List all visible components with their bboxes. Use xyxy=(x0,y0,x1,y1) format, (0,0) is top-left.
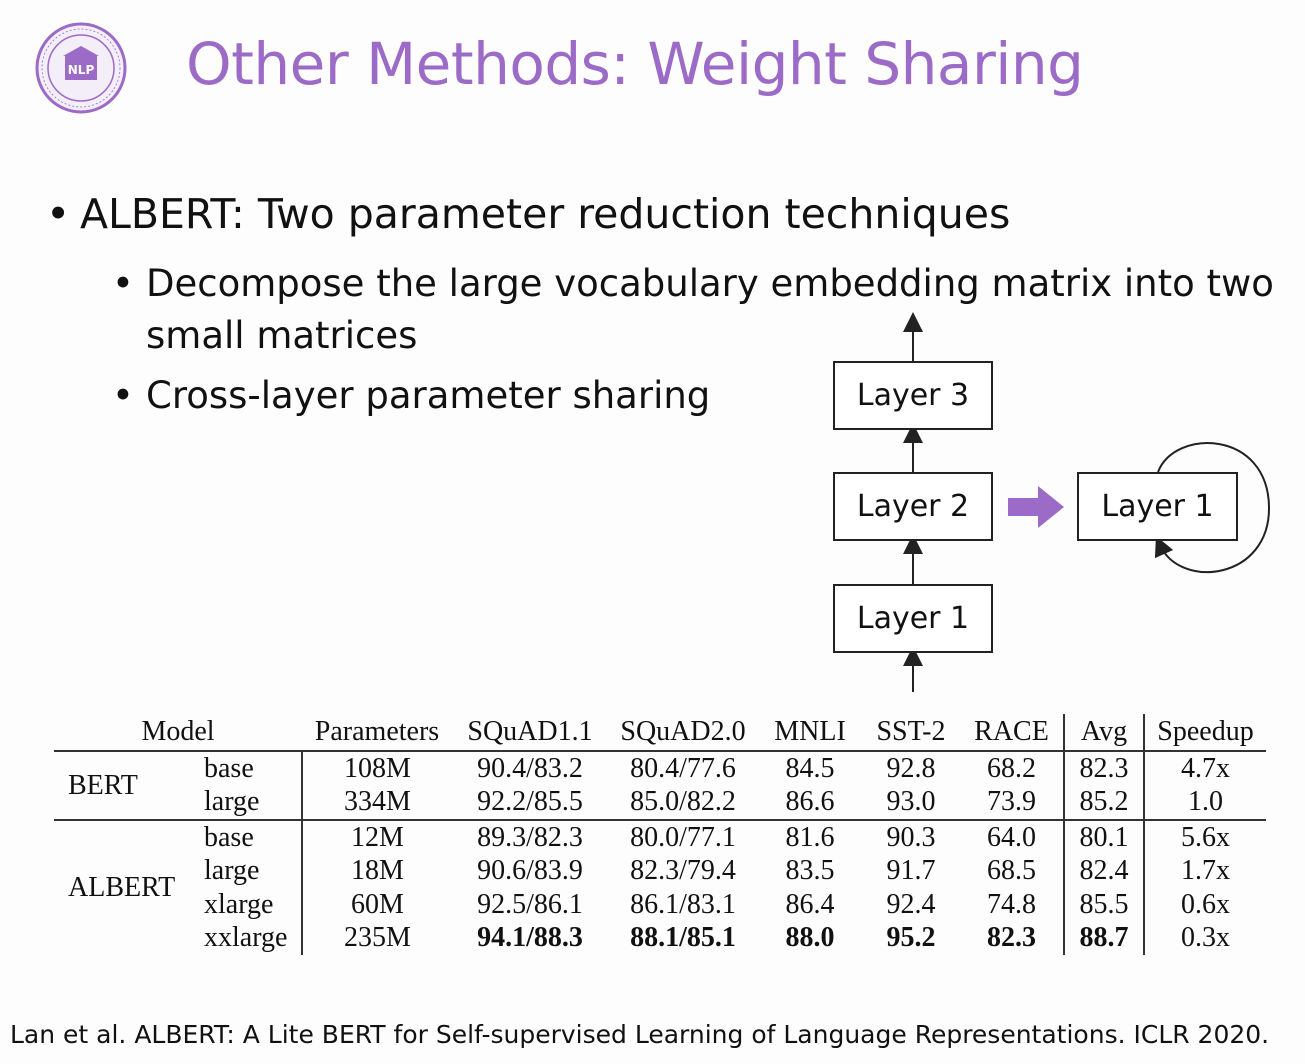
cell-speedup: 0.6x xyxy=(1181,888,1230,920)
cell-sst2: 90.3 xyxy=(862,819,960,855)
header-model: Model xyxy=(54,714,302,752)
bullet-marker: • xyxy=(112,374,134,417)
cell-sst2: 91.7 xyxy=(886,855,936,887)
header-squad20: SQuAD2.0 xyxy=(608,714,758,752)
cell-speedup: 4.7x xyxy=(1181,752,1230,784)
table-row: large 18M 90.6/83.9 82.3/79.4 83.5 91.7 … xyxy=(54,854,1266,888)
sub-bullet-1: • Decompose the large vocabulary embeddin… xyxy=(112,258,1274,362)
cell-race: 73.9 xyxy=(960,785,1065,820)
table-header-row: Model Parameters SQuAD1.1 SQuAD2.0 MNLI … xyxy=(54,714,1266,752)
group-label-albert: ALBERT xyxy=(54,819,204,955)
cell-squad11: 90.6/83.9 xyxy=(477,855,583,887)
sub-bullet-2: • Cross-layer parameter sharing xyxy=(112,370,710,422)
sub-bullet-1-line-1: Decompose the large vocabulary embedding… xyxy=(146,262,1274,305)
cell-size: base xyxy=(204,819,303,855)
cell-squad20: 88.1/85.1 xyxy=(630,922,736,954)
header-sst2: SST-2 xyxy=(862,714,960,752)
shared-layer-1-box: Layer 1 xyxy=(1077,472,1238,541)
cell-squad20: 80.0/77.1 xyxy=(608,819,758,855)
page-title: Other Methods: Weight Sharing xyxy=(186,30,1084,98)
cell-speedup: 1.0 xyxy=(1188,786,1223,818)
cell-avg: 85.2 xyxy=(1064,785,1145,820)
cell-params: 18M xyxy=(351,855,404,887)
cell-squad20: 80.4/77.6 xyxy=(630,752,736,784)
cell-squad11: 94.1/88.3 xyxy=(477,922,583,954)
sub-bullet-1-line-2: small matrices xyxy=(146,314,418,357)
cell-race: 74.8 xyxy=(960,888,1065,922)
table-row-best: xxlarge 235M 94.1/88.3 88.1/85.1 88.0 95… xyxy=(54,921,1266,955)
cell-speedup: 0.3x xyxy=(1181,922,1230,954)
cell-squad20: 86.1/83.1 xyxy=(630,888,736,920)
cell-sst2: 92.8 xyxy=(886,752,936,784)
cell-params: 12M xyxy=(302,819,452,855)
header-parameters: Parameters xyxy=(302,714,452,752)
table-row: large 334M 92.2/85.5 85.0/82.2 86.6 93.0… xyxy=(54,785,1266,820)
main-bullet: • ALBERT: Two parameter reduction techniq… xyxy=(46,190,1010,238)
cell-speedup: 5.6x xyxy=(1144,819,1266,855)
bullet-marker: • xyxy=(112,262,134,305)
cell-sst2: 93.0 xyxy=(886,786,936,818)
layer-2-box: Layer 2 xyxy=(833,472,993,541)
sub-bullet-1-text: Decompose the large vocabulary embedding… xyxy=(146,258,1274,362)
cell-params: 60M xyxy=(351,888,404,920)
shared-layer-loop-arrow xyxy=(1154,442,1271,574)
cell-race: 64.0 xyxy=(960,819,1065,855)
cell-params: 235M xyxy=(344,922,411,954)
cell-mnli: 88.0 xyxy=(785,922,835,954)
cell-squad11: 92.2/85.5 xyxy=(477,786,583,818)
cell-speedup: 1.7x xyxy=(1181,855,1230,887)
results-table: Model Parameters SQuAD1.1 SQuAD2.0 MNLI … xyxy=(54,714,1266,955)
main-bullet-text: ALBERT: Two parameter reduction techniqu… xyxy=(80,190,1011,238)
cell-sst2: 95.2 xyxy=(886,922,936,954)
cell-squad11: 89.3/82.3 xyxy=(452,819,608,855)
layer-1-box: Layer 1 xyxy=(833,584,993,653)
header-speedup: Speedup xyxy=(1144,714,1266,752)
cell-mnli: 84.5 xyxy=(785,752,835,784)
cell-avg: 82.4 xyxy=(1064,854,1145,888)
group-label-bert: BERT xyxy=(68,769,138,801)
cell-squad20: 85.0/82.2 xyxy=(630,786,736,818)
cell-race: 82.3 xyxy=(960,921,1065,955)
cell-params: 108M xyxy=(344,752,411,784)
cell-squad11: 90.4/83.2 xyxy=(477,752,583,784)
bullet-marker: • xyxy=(46,190,71,238)
header-avg: Avg xyxy=(1064,714,1145,752)
logo-seal-icon: NLP xyxy=(35,22,127,114)
cell-race: 68.5 xyxy=(960,854,1065,888)
cell-avg: 82.3 xyxy=(1064,751,1145,786)
transform-arrow-icon xyxy=(1008,486,1064,528)
cell-params: 334M xyxy=(344,786,411,818)
cell-mnli: 86.6 xyxy=(785,786,835,818)
citation: Lan et al. ALBERT: A Lite BERT for Self-… xyxy=(10,1020,1270,1049)
header-squad11: SQuAD1.1 xyxy=(452,714,608,752)
sub-bullet-2-text: Cross-layer parameter sharing xyxy=(146,374,711,417)
cell-mnli: 81.6 xyxy=(758,819,862,855)
cell-mnli: 83.5 xyxy=(785,855,835,887)
cell-size: xxlarge xyxy=(204,921,303,955)
cell-squad20: 82.3/79.4 xyxy=(630,855,736,887)
cell-squad11: 92.5/86.1 xyxy=(477,888,583,920)
table-row: xlarge 60M 92.5/86.1 86.1/83.1 86.4 92.4… xyxy=(54,888,1266,922)
logo-text: NLP xyxy=(68,63,95,77)
cell-sst2: 92.4 xyxy=(886,888,936,920)
header-race: RACE xyxy=(960,714,1065,752)
cell-size: base xyxy=(204,751,303,786)
table-row: ALBERT base 12M 89.3/82.3 80.0/77.1 81.6… xyxy=(54,819,1266,955)
cell-size: large xyxy=(204,854,303,888)
cell-mnli: 86.4 xyxy=(785,888,835,920)
header-mnli: MNLI xyxy=(758,714,862,752)
cell-avg: 88.7 xyxy=(1064,921,1145,955)
cell-avg: 80.1 xyxy=(1064,819,1145,855)
cell-race: 68.2 xyxy=(960,751,1065,786)
table-row: BERT base 108M 90.4/83.2 80.4/77.6 84.5 … xyxy=(54,751,1266,801)
university-logo: NLP xyxy=(35,22,127,114)
layer-3-box: Layer 3 xyxy=(833,361,993,430)
cell-size: large xyxy=(204,785,303,820)
cell-avg: 85.5 xyxy=(1064,888,1145,922)
cell-size: xlarge xyxy=(204,888,303,922)
